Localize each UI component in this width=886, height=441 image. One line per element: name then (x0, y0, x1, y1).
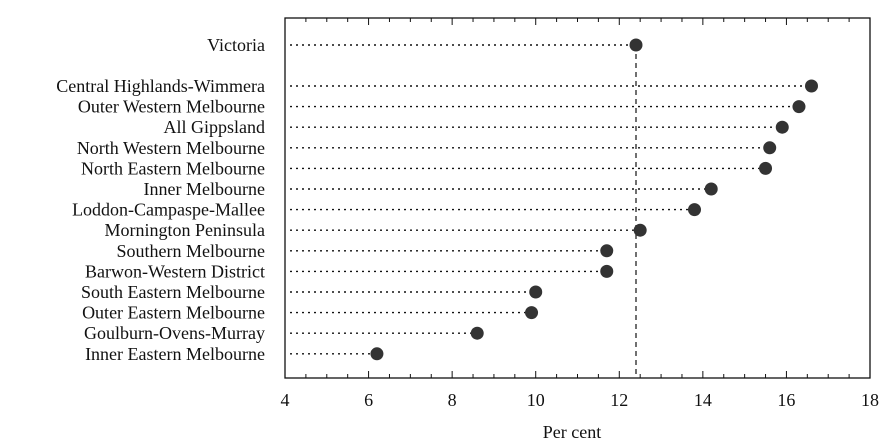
reference-point (629, 38, 643, 52)
x-tick-label: 16 (777, 390, 795, 410)
data-point (759, 161, 773, 175)
data-point (792, 100, 806, 114)
category-label: Inner Melbourne (144, 179, 265, 199)
data-point (633, 223, 647, 237)
x-tick-label: 8 (448, 390, 457, 410)
x-tick-label: 14 (694, 390, 712, 410)
category-label: Outer Western Melbourne (78, 97, 265, 117)
x-tick-label: 12 (610, 390, 628, 410)
data-point (763, 141, 777, 155)
data-point (688, 203, 701, 217)
data-point (704, 182, 718, 196)
category-label: Inner Eastern Melbourne (85, 344, 265, 364)
reference-label: Victoria (207, 35, 265, 55)
data-point (370, 347, 384, 361)
category-label: South Eastern Melbourne (81, 282, 265, 302)
data-point (529, 285, 543, 299)
plot-frame (284, 17, 871, 379)
x-axis-label: Per cent (543, 422, 601, 441)
category-label: Barwon-Western District (85, 261, 265, 281)
x-tick-label: 4 (281, 390, 290, 410)
x-tick-label: 6 (364, 390, 373, 410)
category-label: North Eastern Melbourne (81, 158, 265, 178)
category-label: Central Highlands-Wimmera (56, 76, 265, 96)
data-point (805, 79, 818, 93)
data-point (525, 306, 539, 320)
category-label: Outer Eastern Melbourne (82, 303, 265, 323)
x-tick-label: 10 (527, 390, 545, 410)
category-label: Mornington Peninsula (105, 220, 266, 240)
category-label: North Western Melbourne (77, 138, 265, 158)
data-point (470, 326, 484, 340)
data-point (775, 120, 789, 134)
category-label: Loddon-Campaspe-Mallee (72, 200, 265, 220)
x-tick-label: 18 (861, 390, 879, 410)
category-label: Goulburn-Ovens-Murray (84, 323, 265, 343)
category-label: All Gippsland (164, 117, 266, 137)
data-point (600, 244, 614, 258)
data-point (600, 264, 614, 278)
category-label: Southern Melbourne (117, 241, 265, 261)
